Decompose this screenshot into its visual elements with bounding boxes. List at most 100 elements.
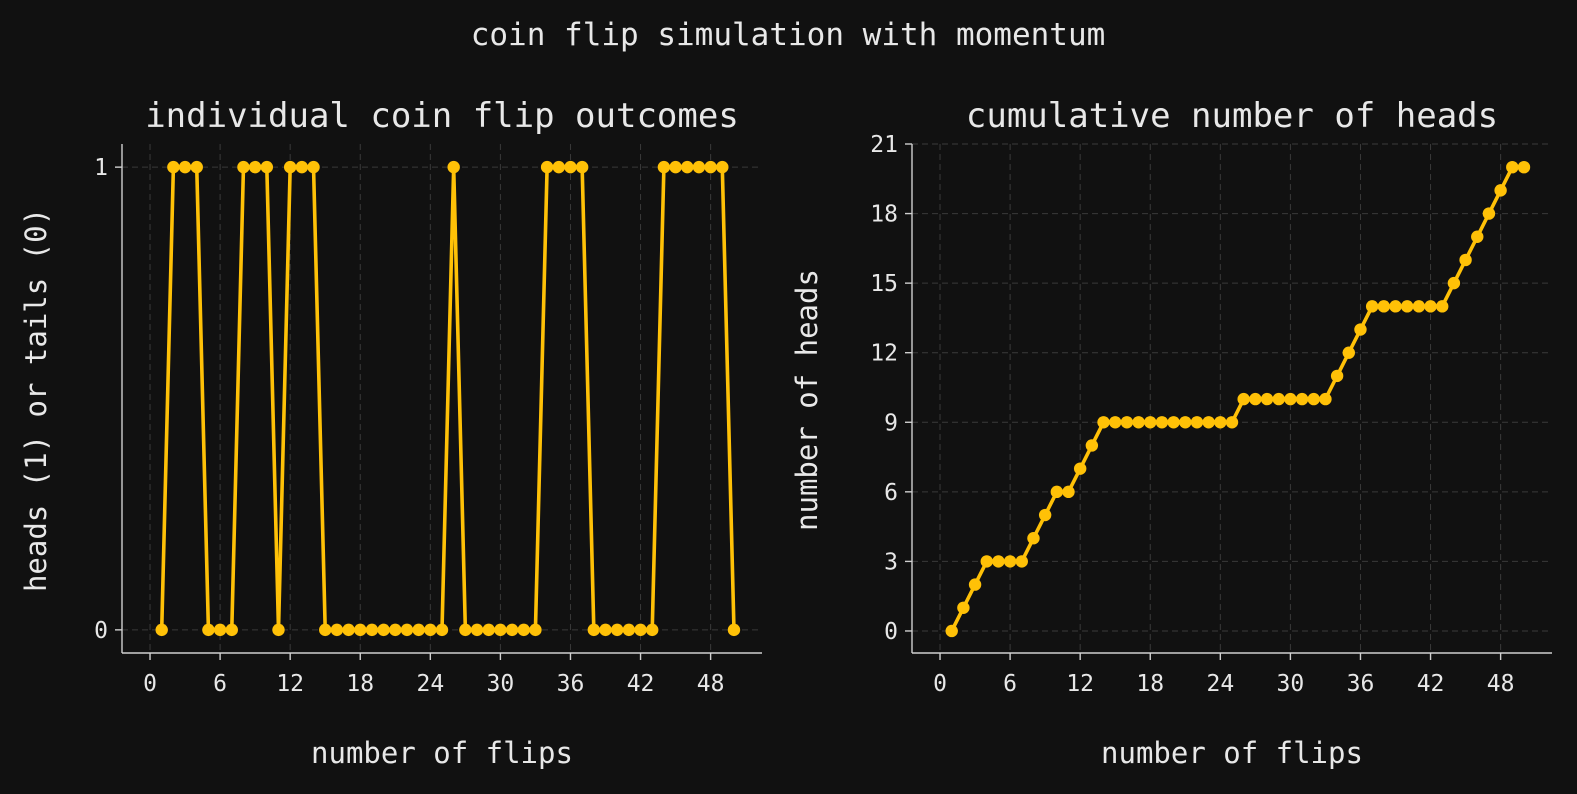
data-point <box>1260 392 1274 406</box>
data-point <box>1190 416 1204 429</box>
x-tick-label: 30 <box>1277 671 1305 697</box>
data-point <box>1459 253 1472 267</box>
data-point <box>957 601 970 614</box>
data-point <box>622 623 636 637</box>
data-point <box>1237 392 1250 406</box>
data-point <box>1155 416 1169 429</box>
x-tick-label: 30 <box>487 671 515 697</box>
data-point <box>459 623 472 637</box>
data-point <box>470 623 484 637</box>
data-point <box>260 160 274 174</box>
data-point <box>692 160 706 174</box>
data-point <box>155 623 168 637</box>
chart-panel-flip-outcomes: individual coin flip outcomes number of … <box>19 96 762 770</box>
data-point <box>1471 230 1484 243</box>
data-point <box>646 623 659 637</box>
data-point <box>587 623 601 637</box>
x-tick-label: 36 <box>1347 671 1375 697</box>
x-tick-label: 18 <box>346 671 374 697</box>
figure-suptitle: coin flip simulation with momentum <box>471 17 1106 53</box>
data-point <box>330 623 344 637</box>
data-point <box>494 623 507 637</box>
y-tick-label: 18 <box>870 202 898 228</box>
data-point <box>1038 508 1052 522</box>
data-point <box>610 623 624 637</box>
x-tick-label: 0 <box>933 671 947 697</box>
data-point <box>599 623 612 637</box>
x-tick-label: 18 <box>1136 671 1164 697</box>
y-tick-label: 3 <box>884 549 898 575</box>
data-point <box>540 160 554 174</box>
data-point <box>1506 160 1519 174</box>
data-point <box>1202 416 1215 429</box>
data-point <box>1027 532 1040 545</box>
data-point <box>1120 416 1134 429</box>
data-point <box>167 160 180 174</box>
data-point <box>1365 300 1379 313</box>
data-point <box>354 623 367 637</box>
data-point <box>319 623 332 637</box>
data-point <box>237 160 250 174</box>
data-point <box>716 160 729 174</box>
data-point <box>283 160 297 174</box>
x-tick-label: 48 <box>1487 671 1515 697</box>
data-point <box>1284 392 1297 406</box>
y-tick-label: 0 <box>94 618 108 644</box>
data-point <box>482 623 495 637</box>
data-point <box>1400 300 1414 313</box>
data-point <box>1249 392 1262 406</box>
chart-panel-cumulative-heads: cumulative number of heads number of fli… <box>790 96 1552 770</box>
data-point <box>1424 300 1437 313</box>
x-tick-label: 12 <box>276 671 304 697</box>
data-point <box>552 160 565 174</box>
x-tick-label: 48 <box>697 671 725 697</box>
x-tick-label: 42 <box>1417 671 1445 697</box>
data-point <box>1307 392 1320 406</box>
data-point <box>1494 184 1507 197</box>
y-tick-label: 0 <box>884 619 898 645</box>
data-point <box>400 623 414 637</box>
data-point <box>564 160 577 174</box>
data-point <box>1354 323 1367 336</box>
data-point <box>727 623 741 637</box>
x-tick-label: 24 <box>1206 671 1234 697</box>
data-point <box>1132 416 1145 429</box>
x-tick-label: 6 <box>213 671 227 697</box>
data-point <box>704 160 717 174</box>
data-point <box>992 555 1005 568</box>
x-tick-label: 0 <box>143 671 157 697</box>
data-point <box>1389 300 1402 313</box>
data-point <box>681 160 694 174</box>
chart-title: cumulative number of heads <box>966 96 1498 136</box>
data-point <box>517 623 530 637</box>
x-tick-label: 6 <box>1003 671 1017 697</box>
data-point <box>447 160 460 174</box>
data-point <box>1085 439 1099 452</box>
data-point <box>1003 555 1017 568</box>
data-point <box>1272 392 1285 406</box>
plot-area: 0 6 12 18 24 30 36 42 48 0 1 <box>94 144 762 697</box>
data-point <box>1062 485 1075 499</box>
data-point <box>307 160 320 174</box>
data-point <box>202 623 215 637</box>
data-point <box>669 160 682 174</box>
data-point <box>1517 160 1531 174</box>
data-point <box>1109 416 1122 429</box>
data-point <box>1295 392 1309 406</box>
data-point <box>945 624 958 638</box>
data-point <box>248 160 262 174</box>
data-point <box>1377 300 1391 313</box>
x-tick-label: 12 <box>1066 671 1094 697</box>
data-point <box>412 623 425 637</box>
data-point <box>435 623 449 637</box>
x-axis-label: number of flips <box>1101 736 1363 770</box>
data-point <box>657 160 671 174</box>
data-point <box>295 160 309 174</box>
x-tick-label: 42 <box>627 671 655 697</box>
x-axis-label: number of flips <box>311 736 573 770</box>
data-point <box>1050 485 1064 499</box>
data-point <box>190 160 203 174</box>
y-axis-label: heads (1) or tails (0) <box>19 208 53 592</box>
data-point <box>1436 300 1449 313</box>
